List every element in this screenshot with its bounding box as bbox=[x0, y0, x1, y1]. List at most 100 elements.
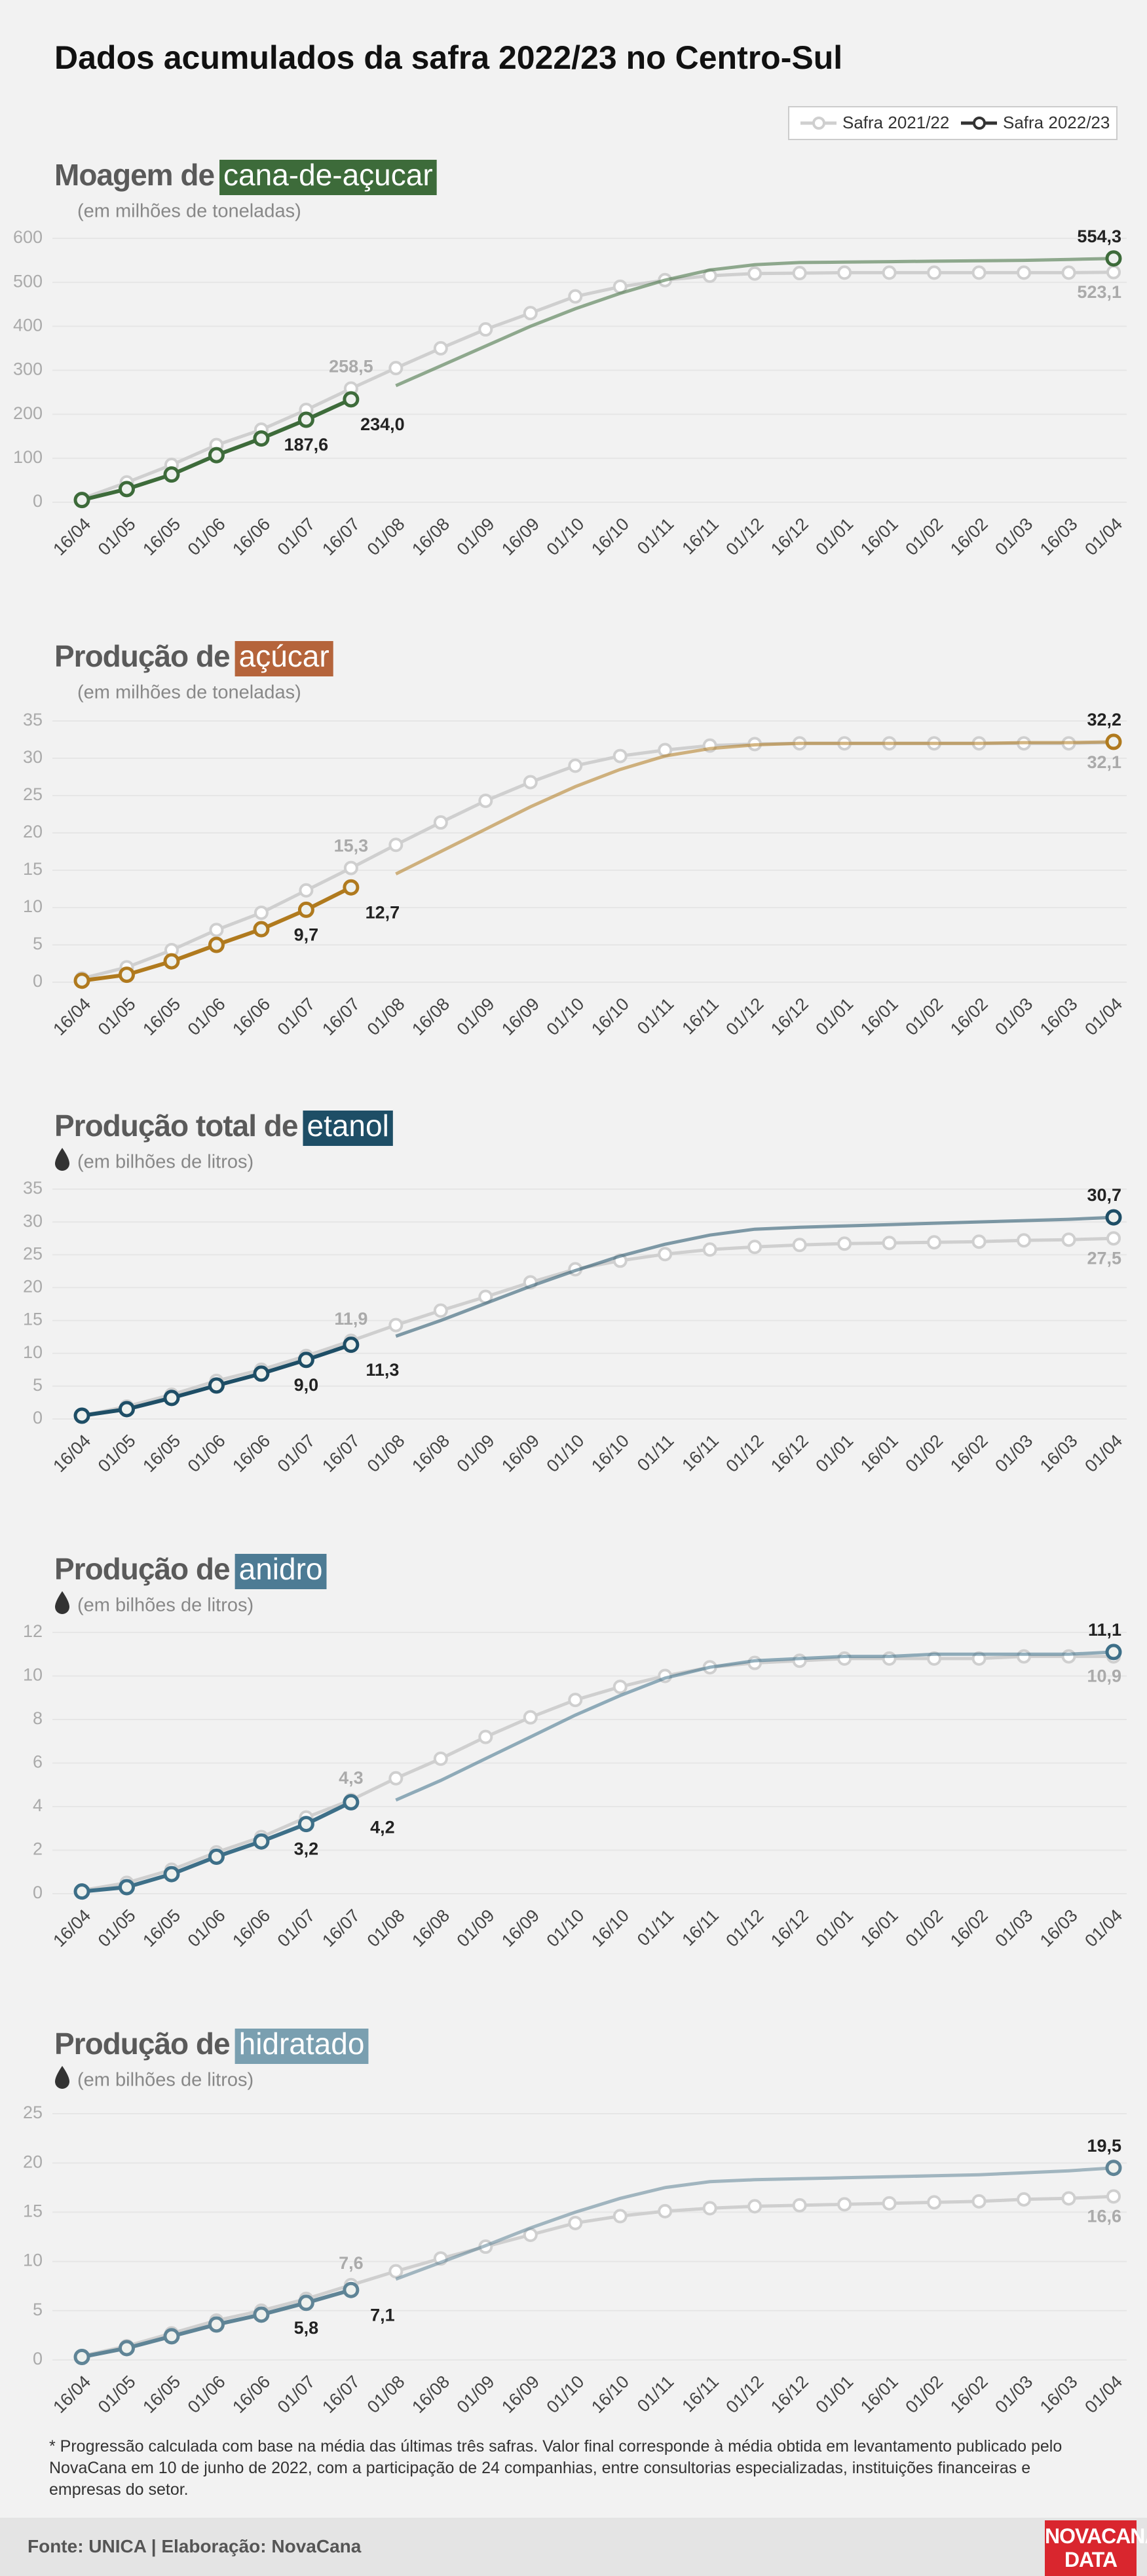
x-tick-label: 16/06 bbox=[229, 2372, 274, 2417]
point-marker bbox=[253, 430, 270, 447]
y-tick-label: 25 bbox=[23, 2103, 43, 2122]
point-marker bbox=[927, 2195, 942, 2210]
projection-line bbox=[395, 257, 1114, 388]
point-marker bbox=[971, 1234, 987, 1249]
y-tick-label: 8 bbox=[33, 1708, 43, 1728]
x-tick-label: 01/05 bbox=[94, 2372, 140, 2417]
x-tick-label: 16/05 bbox=[139, 994, 184, 1039]
x-tick-label: 16/01 bbox=[857, 2372, 902, 2417]
logo: NOVACANA DATA bbox=[1045, 2520, 1147, 2576]
point-marker bbox=[433, 1303, 448, 1318]
point-marker bbox=[209, 923, 224, 938]
value-label: 11,3 bbox=[366, 1360, 399, 1380]
x-tick-label: 16/12 bbox=[767, 514, 812, 559]
page-title: Dados acumulados da safra 2022/23 no Cen… bbox=[54, 39, 842, 76]
value-label: 10,9 bbox=[1087, 1666, 1121, 1686]
point-marker bbox=[1061, 265, 1076, 280]
x-tick-label: 16/04 bbox=[49, 514, 94, 559]
y-tick-label: 10 bbox=[23, 1665, 43, 1685]
y-tick-label: 35 bbox=[23, 1178, 43, 1198]
point-marker bbox=[1105, 1644, 1122, 1661]
point-marker bbox=[343, 860, 358, 875]
value-label: 7,6 bbox=[339, 2253, 364, 2273]
x-tick-label: 01/04 bbox=[1081, 994, 1126, 1039]
chart-title: Produção de bbox=[54, 2027, 230, 2061]
point-marker bbox=[73, 492, 90, 509]
point-marker bbox=[343, 2281, 360, 2298]
x-tick-label: 16/08 bbox=[408, 1431, 453, 1476]
x-tick-label: 16/08 bbox=[408, 994, 453, 1039]
point-marker bbox=[1106, 2189, 1121, 2204]
x-tick-label: 16/01 bbox=[857, 1905, 902, 1951]
point-marker bbox=[388, 2264, 404, 2279]
x-tick-label: 01/07 bbox=[274, 1905, 319, 1951]
point-marker bbox=[1017, 2192, 1032, 2207]
x-tick-label: 01/03 bbox=[991, 1905, 1036, 1951]
logo-top: NOVACANA bbox=[1045, 2524, 1147, 2548]
x-tick-label: 16/02 bbox=[947, 994, 992, 1039]
x-tick-label: 01/09 bbox=[453, 1431, 498, 1476]
x-tick-label: 16/02 bbox=[947, 514, 992, 559]
value-label: 19,5 bbox=[1087, 2136, 1121, 2156]
point-marker bbox=[253, 2306, 270, 2323]
x-tick-label: 16/07 bbox=[318, 1905, 364, 1951]
x-tick-label: 01/03 bbox=[991, 1431, 1036, 1476]
value-label: 12,7 bbox=[366, 902, 400, 922]
x-tick-label: 01/02 bbox=[901, 2372, 947, 2417]
x-tick-label: 01/05 bbox=[94, 1431, 140, 1476]
x-tick-label: 16/07 bbox=[318, 514, 364, 559]
series-line bbox=[81, 2194, 1114, 2358]
y-tick-label: 20 bbox=[23, 822, 43, 841]
title-highlight-box bbox=[303, 1111, 393, 1146]
y-tick-label: 5 bbox=[33, 1375, 43, 1395]
chart-title-highlight: hidratado bbox=[239, 2027, 365, 2061]
x-tick-label: 01/12 bbox=[722, 994, 767, 1039]
point-marker bbox=[1061, 2191, 1076, 2206]
drop-icon bbox=[55, 1148, 69, 1171]
point-marker bbox=[388, 361, 404, 376]
x-tick-label: 01/12 bbox=[722, 514, 767, 559]
y-tick-label: 0 bbox=[33, 491, 43, 511]
x-tick-label: 01/02 bbox=[901, 1905, 947, 1951]
logo-bottom: DATA bbox=[1064, 2548, 1118, 2571]
x-tick-label: 16/03 bbox=[1036, 1905, 1081, 1951]
legend-box bbox=[788, 106, 1118, 140]
x-tick-label: 01/06 bbox=[184, 1431, 229, 1476]
point-marker bbox=[163, 2328, 180, 2345]
point-marker bbox=[73, 1407, 90, 1424]
value-label: 3,2 bbox=[294, 1839, 319, 1859]
x-tick-label: 01/10 bbox=[543, 2372, 588, 2417]
x-tick-label: 01/08 bbox=[364, 994, 409, 1039]
point-marker bbox=[73, 1883, 90, 1900]
x-tick-label: 01/11 bbox=[633, 1905, 678, 1950]
y-tick-label: 12 bbox=[23, 1621, 43, 1641]
x-tick-label: 01/05 bbox=[94, 514, 140, 559]
y-tick-label: 25 bbox=[23, 1243, 43, 1263]
chart-title: Produção de bbox=[54, 639, 230, 673]
x-tick-label: 01/01 bbox=[812, 1905, 857, 1951]
y-tick-label: 300 bbox=[13, 359, 43, 379]
point-marker bbox=[118, 2340, 135, 2357]
y-tick-label: 35 bbox=[23, 710, 43, 729]
x-tick-label: 01/04 bbox=[1081, 1905, 1126, 1951]
point-marker bbox=[163, 1389, 180, 1407]
y-tick-label: 0 bbox=[33, 1408, 43, 1427]
point-marker bbox=[478, 322, 493, 337]
x-tick-label: 01/12 bbox=[722, 2372, 767, 2417]
point-marker bbox=[1105, 1209, 1122, 1226]
projection-line bbox=[395, 1650, 1114, 1802]
x-tick-label: 16/08 bbox=[408, 1905, 453, 1951]
x-tick-label: 01/03 bbox=[991, 994, 1036, 1039]
point-marker bbox=[1106, 1231, 1121, 1246]
value-label: 554,3 bbox=[1077, 227, 1121, 246]
x-tick-label: 16/04 bbox=[49, 2372, 94, 2417]
point-marker bbox=[343, 879, 360, 896]
point-marker bbox=[73, 2348, 90, 2365]
y-tick-label: 600 bbox=[13, 227, 43, 247]
chart-subtitle: (em bilhões de litros) bbox=[77, 2070, 254, 2091]
x-tick-label: 16/12 bbox=[767, 994, 812, 1039]
x-tick-label: 16/06 bbox=[229, 1431, 274, 1476]
legend-marker bbox=[812, 117, 825, 130]
point-marker bbox=[253, 1833, 270, 1850]
chart-subtitle: (em bilhões de litros) bbox=[77, 1152, 254, 1173]
